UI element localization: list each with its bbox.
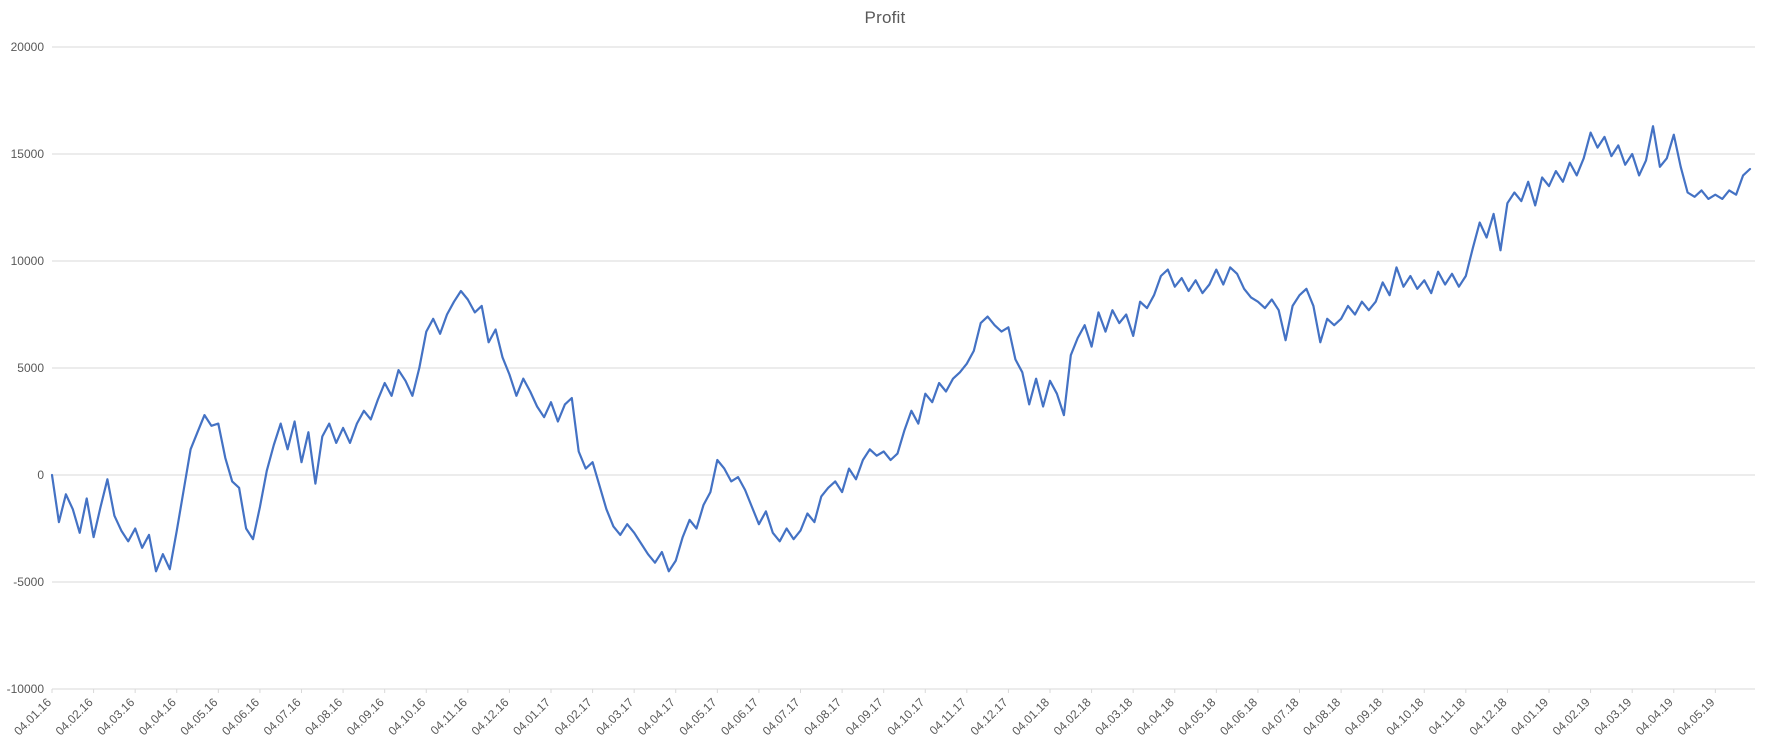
x-axis-label: 04.08.16	[302, 695, 345, 738]
x-axis-label: 04.05.19	[1675, 695, 1718, 738]
x-axis-label: 04.05.17	[677, 695, 720, 738]
x-axis-label: 04.07.17	[760, 695, 803, 738]
chart-title: Profit	[864, 8, 906, 27]
x-axis-label: 04.02.19	[1550, 695, 1593, 738]
x-axis-label: 04.05.16	[178, 695, 221, 738]
x-axis-label: 04.08.18	[1300, 695, 1343, 738]
x-axis-label: 04.11.16	[428, 695, 471, 738]
x-axis-label: 04.02.18	[1051, 695, 1094, 738]
x-axis-label: 04.09.17	[843, 695, 886, 738]
x-axis-label: 04.01.16	[11, 695, 54, 738]
x-axis-label: 04.04.16	[136, 695, 179, 738]
x-axis-label: 04.12.16	[469, 695, 512, 738]
x-axis-label: 04.06.17	[718, 695, 761, 738]
x-axis-label: 04.10.17	[884, 695, 927, 738]
x-axis-label: 04.07.18	[1259, 695, 1302, 738]
x-axis-label: 04.04.17	[635, 695, 678, 738]
y-axis-label: 0	[37, 468, 44, 482]
x-axis-label: 04.01.18	[1009, 695, 1052, 738]
x-axis-label: 04.12.17	[968, 695, 1011, 738]
x-axis-label: 04.11.17	[927, 695, 970, 738]
x-axis-label: 04.09.16	[344, 695, 387, 738]
x-axis-label: 04.01.19	[1508, 695, 1551, 738]
x-axis-label: 04.01.17	[510, 695, 553, 738]
y-axis-label: 10000	[11, 254, 45, 268]
x-axis-label: 04.10.18	[1383, 695, 1426, 738]
y-axis-label: 20000	[11, 40, 45, 54]
y-axis-label: -5000	[13, 575, 44, 589]
x-axis-label: 04.03.16	[94, 695, 137, 738]
x-axis-label: 04.06.16	[219, 695, 262, 738]
x-axis-label: 04.03.18	[1092, 695, 1135, 738]
x-axis-label: 04.09.18	[1342, 695, 1385, 738]
x-axis-label: 04.05.18	[1176, 695, 1219, 738]
x-axis-label: 04.10.16	[385, 695, 428, 738]
y-axis-label: 5000	[17, 361, 44, 375]
x-axis-label: 04.06.18	[1217, 695, 1260, 738]
x-axis-label: 04.07.16	[261, 695, 304, 738]
x-axis-label: 04.03.19	[1591, 695, 1634, 738]
x-axis-label: 04.04.18	[1134, 695, 1177, 738]
x-axis-label: 04.08.17	[801, 695, 844, 738]
x-axis-label: 04.02.17	[552, 695, 595, 738]
y-axis-label: -10000	[7, 682, 45, 696]
x-axis-label: 04.04.19	[1633, 695, 1676, 738]
y-axis-label: 15000	[11, 147, 45, 161]
x-axis-label: 04.11.18	[1426, 695, 1469, 738]
x-axis-label: 04.03.17	[593, 695, 636, 738]
x-axis-label: 04.12.18	[1467, 695, 1510, 738]
x-axis-label: 04.02.16	[53, 695, 96, 738]
profit-line-series	[50, 125, 1752, 573]
